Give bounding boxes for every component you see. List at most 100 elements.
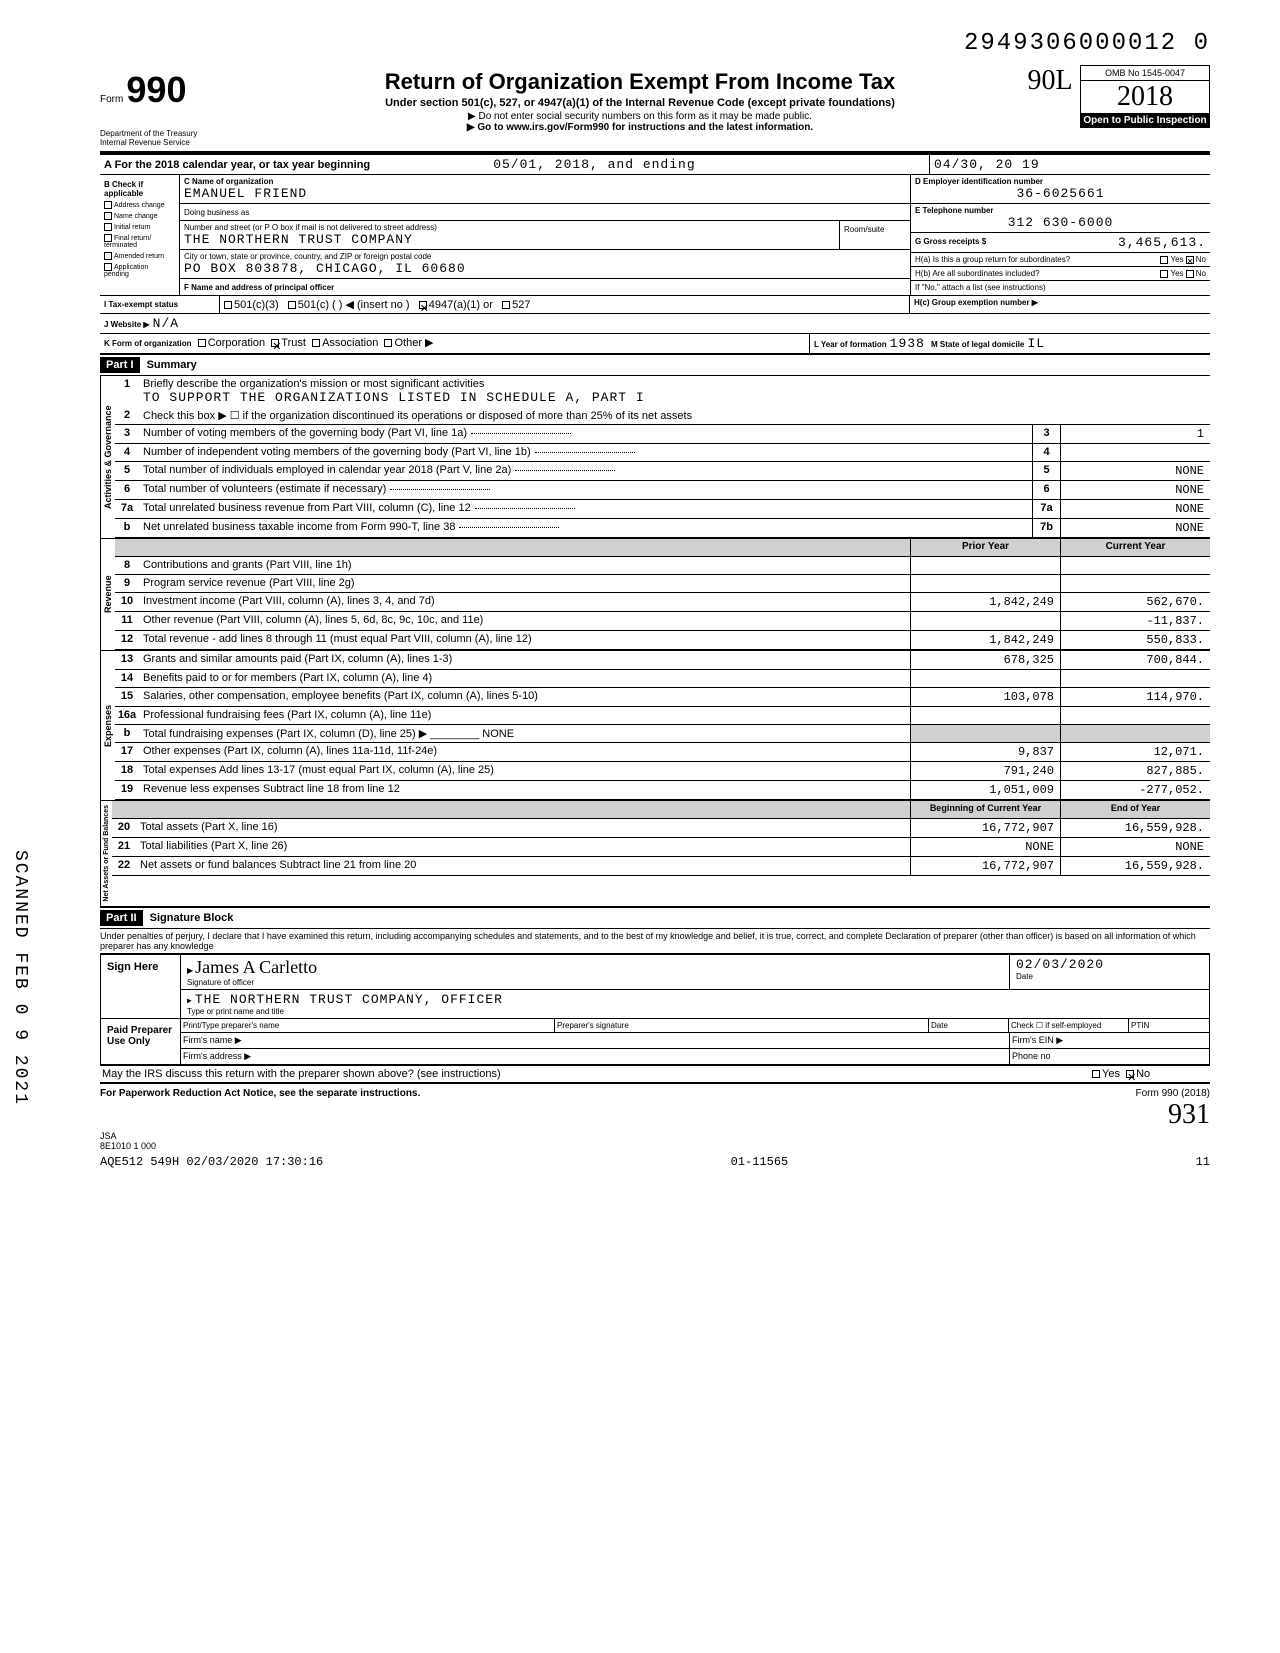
- hb-label: H(b) Are all subordinates included?: [915, 269, 1040, 278]
- g-label: G Gross receipts $: [915, 237, 986, 246]
- cb-name[interactable]: Name change: [104, 212, 175, 220]
- opt-501c3[interactable]: 501(c)(3): [234, 299, 279, 311]
- j-label: J Website ▶: [104, 320, 150, 329]
- dba-label: Doing business as: [184, 208, 249, 217]
- prior-val: 16,772,907: [910, 819, 1060, 837]
- firm-ein: Firm's EIN ▶: [1009, 1033, 1209, 1048]
- check-self[interactable]: Check ☐ if self-employed: [1009, 1019, 1129, 1032]
- hc-label: H(c) Group exemption number ▶: [914, 298, 1038, 307]
- ein: 36-6025661: [915, 186, 1206, 201]
- sig-label: Signature of officer: [187, 978, 1003, 987]
- department: Department of the Treasury Internal Reve…: [100, 129, 260, 147]
- paperwork: For Paperwork Reduction Act Notice, see …: [100, 1088, 420, 1099]
- part1-header: Part I: [100, 357, 140, 373]
- curr-val: NONE: [1060, 838, 1210, 856]
- website: N/A: [153, 316, 179, 331]
- e-label: E Telephone number: [915, 206, 1206, 215]
- open-public: Open to Public Inspection: [1080, 113, 1210, 128]
- ptin-label: PTIN: [1129, 1019, 1209, 1032]
- perjury: Under penalties of perjury, I declare th…: [100, 929, 1210, 954]
- line-text: Other revenue (Part VIII, column (A), li…: [139, 612, 910, 630]
- sign-here: Sign Here: [101, 955, 181, 1018]
- opt-527[interactable]: 527: [512, 299, 530, 311]
- prior-val: [910, 670, 1060, 687]
- prep-date-label: Date: [929, 1019, 1009, 1032]
- sig-date: 02/03/2020: [1016, 957, 1203, 972]
- state: IL: [1027, 336, 1045, 351]
- tax-year-end: 04/30, 20 19: [934, 157, 1040, 172]
- line-text: Total fundraising expenses (Part IX, col…: [139, 725, 910, 742]
- opt-assoc[interactable]: Association: [322, 337, 378, 349]
- m-label: M State of legal domicile: [931, 340, 1024, 349]
- scanned-stamp: SCANNED FEB 0 9 2021: [10, 850, 30, 1106]
- bottom-right: 11: [1196, 1155, 1210, 1169]
- curr-val: 827,885.: [1060, 762, 1210, 780]
- line2: Check this box ▶ ☐ if the organization d…: [139, 407, 1210, 424]
- vtab-revenue: Revenue: [100, 539, 115, 650]
- officer-label: F Name and address of principal officer: [184, 283, 334, 292]
- type-label: Type or print name and title: [187, 1007, 1203, 1016]
- opt-501c[interactable]: 501(c) ( ) ◀ (insert no ): [298, 299, 410, 311]
- cb-initial[interactable]: Initial return: [104, 223, 175, 231]
- cb-pending[interactable]: Application pending: [104, 263, 175, 278]
- cb-amended[interactable]: Amended return: [104, 252, 175, 260]
- curr-val: 16,559,928.: [1060, 857, 1210, 875]
- opt-corp[interactable]: Corporation: [208, 337, 265, 349]
- city: PO BOX 803878, CHICAGO, IL 60680: [184, 261, 906, 276]
- line-text: Total revenue - add lines 8 through 11 (…: [139, 631, 910, 649]
- line-text: Grants and similar amounts paid (Part IX…: [139, 651, 910, 669]
- vtab-governance: Activities & Governance: [100, 376, 115, 538]
- paid-prep: Paid Preparer Use Only: [101, 1019, 181, 1064]
- page-number: 2949306000012 0: [100, 30, 1210, 57]
- firm-addr: Firm's address ▶: [181, 1049, 1009, 1064]
- curr-val: [1060, 575, 1210, 592]
- c-name-label: C Name of organization: [184, 177, 906, 186]
- prep-name-label: Print/Type preparer's name: [181, 1019, 555, 1032]
- omb-number: OMB No 1545-0047: [1080, 65, 1210, 81]
- line-text: Total unrelated business revenue from Pa…: [139, 500, 1032, 518]
- k-label: K Form of organization: [104, 339, 192, 348]
- warning: ▶ Do not enter social security numbers o…: [268, 111, 1012, 122]
- cb-final[interactable]: Final return/ terminated: [104, 234, 175, 249]
- curr-val: 12,071.: [1060, 743, 1210, 761]
- signature: James A Carletto: [187, 957, 1003, 978]
- cb-address[interactable]: Address change: [104, 201, 175, 209]
- section-a-label: A For the 2018 calendar year, or tax yea…: [104, 159, 370, 171]
- prior-val: 678,325: [910, 651, 1060, 669]
- line-val: 1: [1060, 425, 1210, 443]
- prior-val: 1,051,009: [910, 781, 1060, 799]
- line-text: Total assets (Part X, line 16): [136, 819, 910, 837]
- curr-val: 114,970.: [1060, 688, 1210, 706]
- form-title: Return of Organization Exempt From Incom…: [268, 69, 1012, 95]
- col-prior: Prior Year: [910, 539, 1060, 556]
- d-label: D Employer identification number: [915, 177, 1206, 186]
- prior-val: [910, 612, 1060, 630]
- line-text: Program service revenue (Part VIII, line…: [139, 575, 910, 592]
- line-text: Number of voting members of the governin…: [139, 425, 1032, 443]
- col-curr: Current Year: [1060, 539, 1210, 556]
- prior-val: 791,240: [910, 762, 1060, 780]
- opt-4947[interactable]: 4947(a)(1) or: [429, 299, 493, 311]
- line-val: NONE: [1060, 481, 1210, 499]
- goto: ▶ Go to www.irs.gov/Form990 for instruct…: [268, 122, 1012, 133]
- tax-year: 2018: [1080, 81, 1210, 113]
- line-text: Net unrelated business taxable income fr…: [139, 519, 1032, 537]
- year-formed: 1938: [890, 336, 925, 351]
- opt-other[interactable]: Other ▶: [394, 337, 433, 349]
- handwritten-90: 90L: [1027, 65, 1072, 96]
- curr-val: 700,844.: [1060, 651, 1210, 669]
- i-label: I Tax-exempt status: [104, 300, 178, 309]
- section-b-header: B Check if applicable: [104, 180, 175, 198]
- line-text: Net assets or fund balances Subtract lin…: [136, 857, 910, 875]
- curr-val: 16,559,928.: [1060, 819, 1210, 837]
- prior-val: 1,842,249: [910, 593, 1060, 611]
- line-text: Total number of volunteers (estimate if …: [139, 481, 1032, 499]
- prior-val: [910, 707, 1060, 724]
- handwritten-931: 931: [1168, 1099, 1210, 1130]
- street-label: Number and street (or P O box if mail is…: [184, 223, 835, 232]
- opt-trust[interactable]: Trust: [281, 337, 306, 349]
- h-attach: If "No," attach a list (see instructions…: [911, 281, 1210, 294]
- curr-val: 562,670.: [1060, 593, 1210, 611]
- form-label: Form: [100, 94, 123, 105]
- part1-title: Summary: [147, 359, 197, 371]
